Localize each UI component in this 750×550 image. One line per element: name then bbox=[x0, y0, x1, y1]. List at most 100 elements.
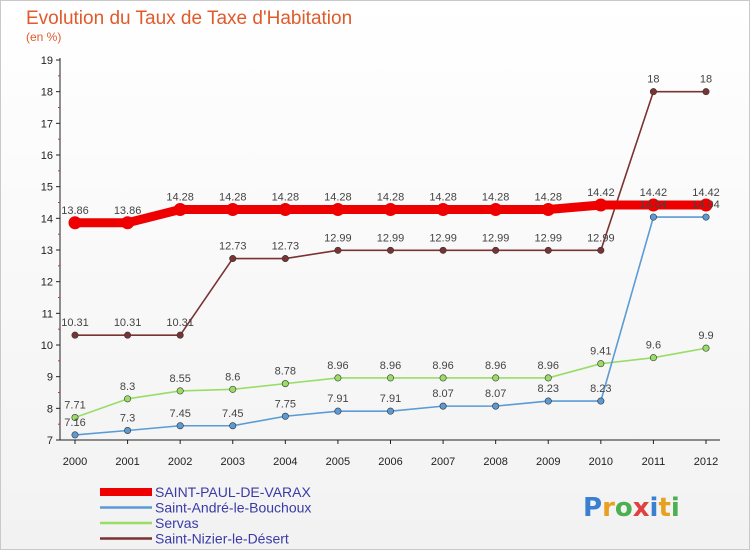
data-label: 14.42 bbox=[692, 187, 720, 199]
data-label: 14.28 bbox=[482, 191, 510, 203]
data-point bbox=[229, 385, 237, 393]
logo-letter: o bbox=[615, 493, 633, 523]
series-layer bbox=[68, 88, 713, 439]
x-tick-label: 2012 bbox=[694, 456, 718, 468]
y-tick-label: 16 bbox=[41, 150, 53, 162]
data-point bbox=[597, 397, 605, 405]
y-tick-label: 9 bbox=[47, 372, 53, 384]
logo-letter: i bbox=[650, 493, 659, 523]
data-label: 8.07 bbox=[432, 388, 453, 400]
y-tick-label: 11 bbox=[42, 308, 53, 320]
data-point bbox=[278, 202, 292, 216]
data-point bbox=[121, 216, 135, 230]
data-point bbox=[281, 255, 289, 263]
data-label: 12.99 bbox=[377, 232, 405, 244]
data-point bbox=[281, 380, 289, 388]
data-point bbox=[229, 255, 237, 263]
logo-letter: i bbox=[671, 493, 680, 523]
data-label: 14.42 bbox=[640, 187, 668, 199]
data-label: 10.31 bbox=[61, 317, 89, 329]
data-point bbox=[334, 407, 342, 415]
data-point bbox=[544, 246, 552, 254]
data-label: 14.28 bbox=[219, 191, 247, 203]
data-point bbox=[702, 344, 710, 352]
data-label: 8.55 bbox=[169, 373, 190, 385]
y-tick-label: 7 bbox=[47, 435, 53, 447]
data-point bbox=[439, 246, 447, 254]
data-label: 10.31 bbox=[114, 317, 142, 329]
data-label: 9.41 bbox=[590, 346, 611, 358]
data-label: 8.96 bbox=[538, 360, 559, 372]
data-label: 12.99 bbox=[482, 232, 510, 244]
data-label: 7.75 bbox=[275, 398, 296, 410]
data-point bbox=[226, 202, 240, 216]
data-label: 8.96 bbox=[380, 360, 401, 372]
data-point bbox=[699, 198, 713, 212]
data-point bbox=[597, 246, 605, 254]
data-point bbox=[71, 414, 79, 422]
data-point bbox=[331, 202, 345, 216]
data-label: 12.73 bbox=[272, 241, 300, 253]
data-label: 8.96 bbox=[327, 360, 348, 372]
logo-letter: r bbox=[602, 493, 615, 523]
data-label: 14.42 bbox=[587, 187, 615, 199]
data-label: 12.73 bbox=[219, 241, 247, 253]
data-label: 8.78 bbox=[275, 366, 296, 378]
data-point bbox=[281, 412, 289, 420]
data-point bbox=[71, 431, 79, 439]
data-point bbox=[176, 387, 184, 395]
data-label: 12.99 bbox=[534, 232, 562, 244]
data-label: 18 bbox=[700, 74, 712, 86]
data-point bbox=[597, 360, 605, 368]
legend-label-0: SAINT-PAUL-DE-VARAX bbox=[155, 484, 312, 500]
data-label: 8.6 bbox=[225, 371, 240, 383]
data-label: 7.45 bbox=[169, 408, 190, 420]
data-point bbox=[544, 397, 552, 405]
data-label: 8.3 bbox=[120, 381, 135, 393]
data-point bbox=[68, 216, 82, 230]
legend: SAINT-PAUL-DE-VARAXSaint-André-le-Boucho… bbox=[100, 484, 312, 547]
data-label: 14.04 bbox=[640, 199, 668, 211]
data-label: 7.3 bbox=[120, 413, 135, 425]
data-point bbox=[649, 88, 657, 96]
data-point bbox=[702, 88, 710, 96]
data-label: 14.04 bbox=[692, 199, 720, 211]
data-label: 12.99 bbox=[324, 232, 352, 244]
data-point bbox=[489, 202, 503, 216]
y-tick-label: 17 bbox=[41, 118, 53, 130]
chart-title: Evolution du Taux de Taxe d'Habitation bbox=[26, 8, 352, 29]
data-point bbox=[176, 422, 184, 430]
data-point bbox=[124, 395, 132, 403]
x-tick-label: 2005 bbox=[326, 456, 350, 468]
data-point bbox=[594, 198, 608, 212]
axes: 7 8 9 10 11 12 13 14 15 16 17 18 19 2000 2001 2002 2003 2… bbox=[41, 55, 720, 468]
data-point bbox=[646, 198, 660, 212]
data-label: 18 bbox=[647, 74, 659, 86]
legend-label-1: Saint-André-le-Bouchoux bbox=[155, 500, 311, 516]
data-label: 7.91 bbox=[327, 393, 348, 405]
data-point bbox=[334, 374, 342, 382]
proxiti-logo: Proxiti bbox=[583, 493, 680, 523]
data-label: 14.28 bbox=[429, 191, 457, 203]
data-label: 8.23 bbox=[538, 383, 559, 395]
data-point bbox=[439, 374, 447, 382]
y-tick-label: 15 bbox=[41, 182, 53, 194]
data-label: 13.86 bbox=[114, 205, 142, 217]
data-label: 7.45 bbox=[222, 408, 243, 420]
data-label: 14.28 bbox=[534, 191, 562, 203]
data-label: 8.07 bbox=[485, 388, 506, 400]
legend-label-2: Servas bbox=[155, 515, 199, 531]
legend-label-3: Saint-Nizier-le-Désert bbox=[155, 531, 289, 547]
x-tick-label: 2007 bbox=[431, 456, 455, 468]
data-point bbox=[124, 426, 132, 434]
data-point bbox=[649, 354, 657, 362]
data-point bbox=[173, 202, 187, 216]
x-tick-label: 2004 bbox=[273, 456, 297, 468]
data-label: 8.96 bbox=[485, 360, 506, 372]
data-label: 8.23 bbox=[590, 383, 611, 395]
x-tick-label: 2008 bbox=[483, 456, 507, 468]
y-tick-label: 18 bbox=[41, 87, 53, 99]
y-tick-label: 13 bbox=[41, 245, 53, 257]
data-label: 13.86 bbox=[61, 205, 89, 217]
data-point bbox=[702, 213, 710, 221]
